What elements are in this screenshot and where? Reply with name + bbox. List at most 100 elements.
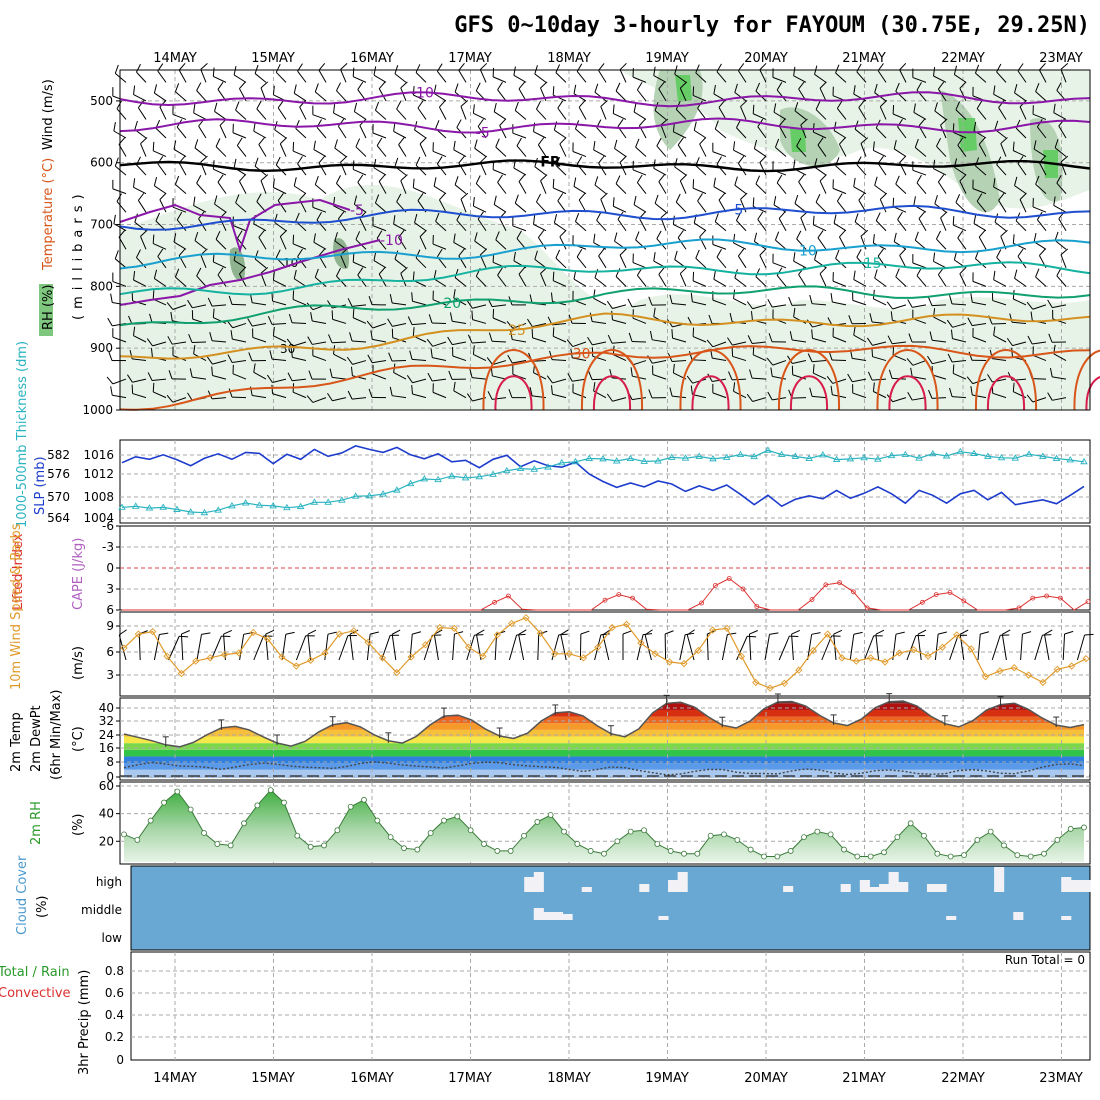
thickness-marker	[709, 455, 717, 462]
wind-barb	[653, 159, 656, 169]
thickness-marker	[173, 505, 181, 512]
wind-barb	[848, 315, 853, 324]
wind-barb	[897, 219, 907, 232]
wind10m-barb	[853, 631, 863, 635]
wind-barb	[671, 329, 674, 339]
wind-barb	[933, 261, 947, 269]
wind-barb	[393, 223, 407, 232]
wind-barb	[1000, 143, 1007, 157]
wind10m-barb	[580, 630, 590, 635]
wind-barb	[152, 141, 155, 151]
temp2m-line	[123, 700, 1085, 748]
rh2m-marker	[214, 841, 221, 847]
wind-barb	[432, 299, 447, 306]
wind-barb	[292, 341, 307, 347]
wind-barb	[235, 109, 247, 120]
wind-barb	[413, 187, 427, 195]
wind-barb	[314, 176, 319, 185]
wind10m-barb	[201, 632, 211, 635]
wind-speed-marker	[1039, 678, 1047, 687]
wind-barb	[277, 107, 287, 120]
precip-tick-label: 0.2	[105, 1030, 124, 1044]
wind-barb	[232, 338, 247, 343]
thickness-marker	[901, 450, 910, 458]
wind-speed-marker	[680, 659, 688, 668]
cloud-bars	[524, 867, 1091, 920]
wind-barb	[174, 83, 180, 92]
cross-section-border	[119, 69, 1091, 411]
high-cloud-bar	[581, 887, 592, 892]
thickness-marker	[805, 454, 813, 461]
wind-barb	[518, 273, 527, 287]
thickness-line	[121, 449, 1085, 514]
rh2m-marker	[467, 827, 474, 834]
wind-barb	[273, 187, 287, 195]
wind-barb	[389, 386, 393, 396]
wind-barb	[469, 368, 473, 378]
wind-barb	[752, 345, 755, 355]
wind-barb	[472, 104, 475, 114]
wind-barb	[992, 300, 1007, 306]
tick-label: 3	[106, 668, 114, 682]
wind-barb	[518, 181, 527, 194]
wind10m-barb	[1064, 630, 1074, 635]
wind-barb	[950, 329, 953, 339]
rh2m-marker	[561, 828, 567, 835]
wind-barb	[773, 111, 787, 120]
wind10m-barb	[727, 632, 737, 635]
wind-barb	[454, 277, 467, 287]
wind-barb	[576, 248, 583, 258]
wind-barb	[327, 392, 333, 402]
wind-barb	[136, 71, 147, 83]
wind-barb	[233, 158, 237, 168]
thickness-marker	[984, 452, 992, 459]
wind-barb	[140, 229, 148, 237]
wind-barb	[388, 352, 393, 362]
wind-barb	[695, 249, 700, 259]
wind-barb	[286, 338, 294, 347]
temperature-contour	[119, 344, 1091, 411]
wind-barb	[518, 267, 526, 275]
rh2m-marker	[374, 817, 381, 824]
wind-barb	[747, 335, 753, 344]
wind10m-barb	[537, 633, 540, 661]
li-line	[122, 577, 1089, 611]
wind-barb	[1036, 126, 1047, 139]
wind-barb	[648, 389, 653, 399]
wind10m-barb	[239, 634, 245, 661]
warm-loop	[1073, 349, 1100, 411]
wind10m-panel: 963 10m Wind Speed & Barbs (m/s)	[9, 523, 1094, 697]
wind-barb	[658, 274, 667, 287]
wind-barb	[152, 290, 155, 300]
thickness-marker	[145, 504, 154, 511]
wind-barb	[615, 82, 621, 92]
wind-barb	[937, 88, 947, 102]
wind-barb	[928, 297, 933, 306]
tick-label: 32	[99, 714, 114, 728]
wind-barb	[170, 311, 173, 321]
wind-barb	[772, 360, 787, 366]
temperature-contour	[119, 91, 1091, 108]
wind-barb	[314, 83, 319, 93]
thickness-marker	[915, 454, 923, 461]
wind-barb	[235, 194, 240, 204]
wind-barb	[372, 132, 387, 139]
wind-barb	[532, 337, 547, 343]
wind-speed-marker	[953, 631, 961, 639]
wind-barb	[632, 262, 647, 269]
wind-barb	[277, 100, 284, 109]
wind-barb	[312, 355, 327, 362]
wind-barb	[860, 137, 869, 144]
rh2m-marker	[334, 827, 341, 834]
wind-barb	[433, 278, 447, 287]
wind-barb	[775, 239, 787, 250]
wind-barb	[733, 242, 747, 250]
wind-barb	[1053, 103, 1056, 113]
tick-label: 60	[99, 779, 114, 793]
wind-barb	[1054, 139, 1059, 148]
wind-barb	[713, 186, 727, 195]
wind-barb	[814, 158, 818, 168]
high-cloud-bar	[639, 884, 650, 892]
wind-barb	[1014, 176, 1018, 186]
wind-barb	[592, 321, 607, 324]
